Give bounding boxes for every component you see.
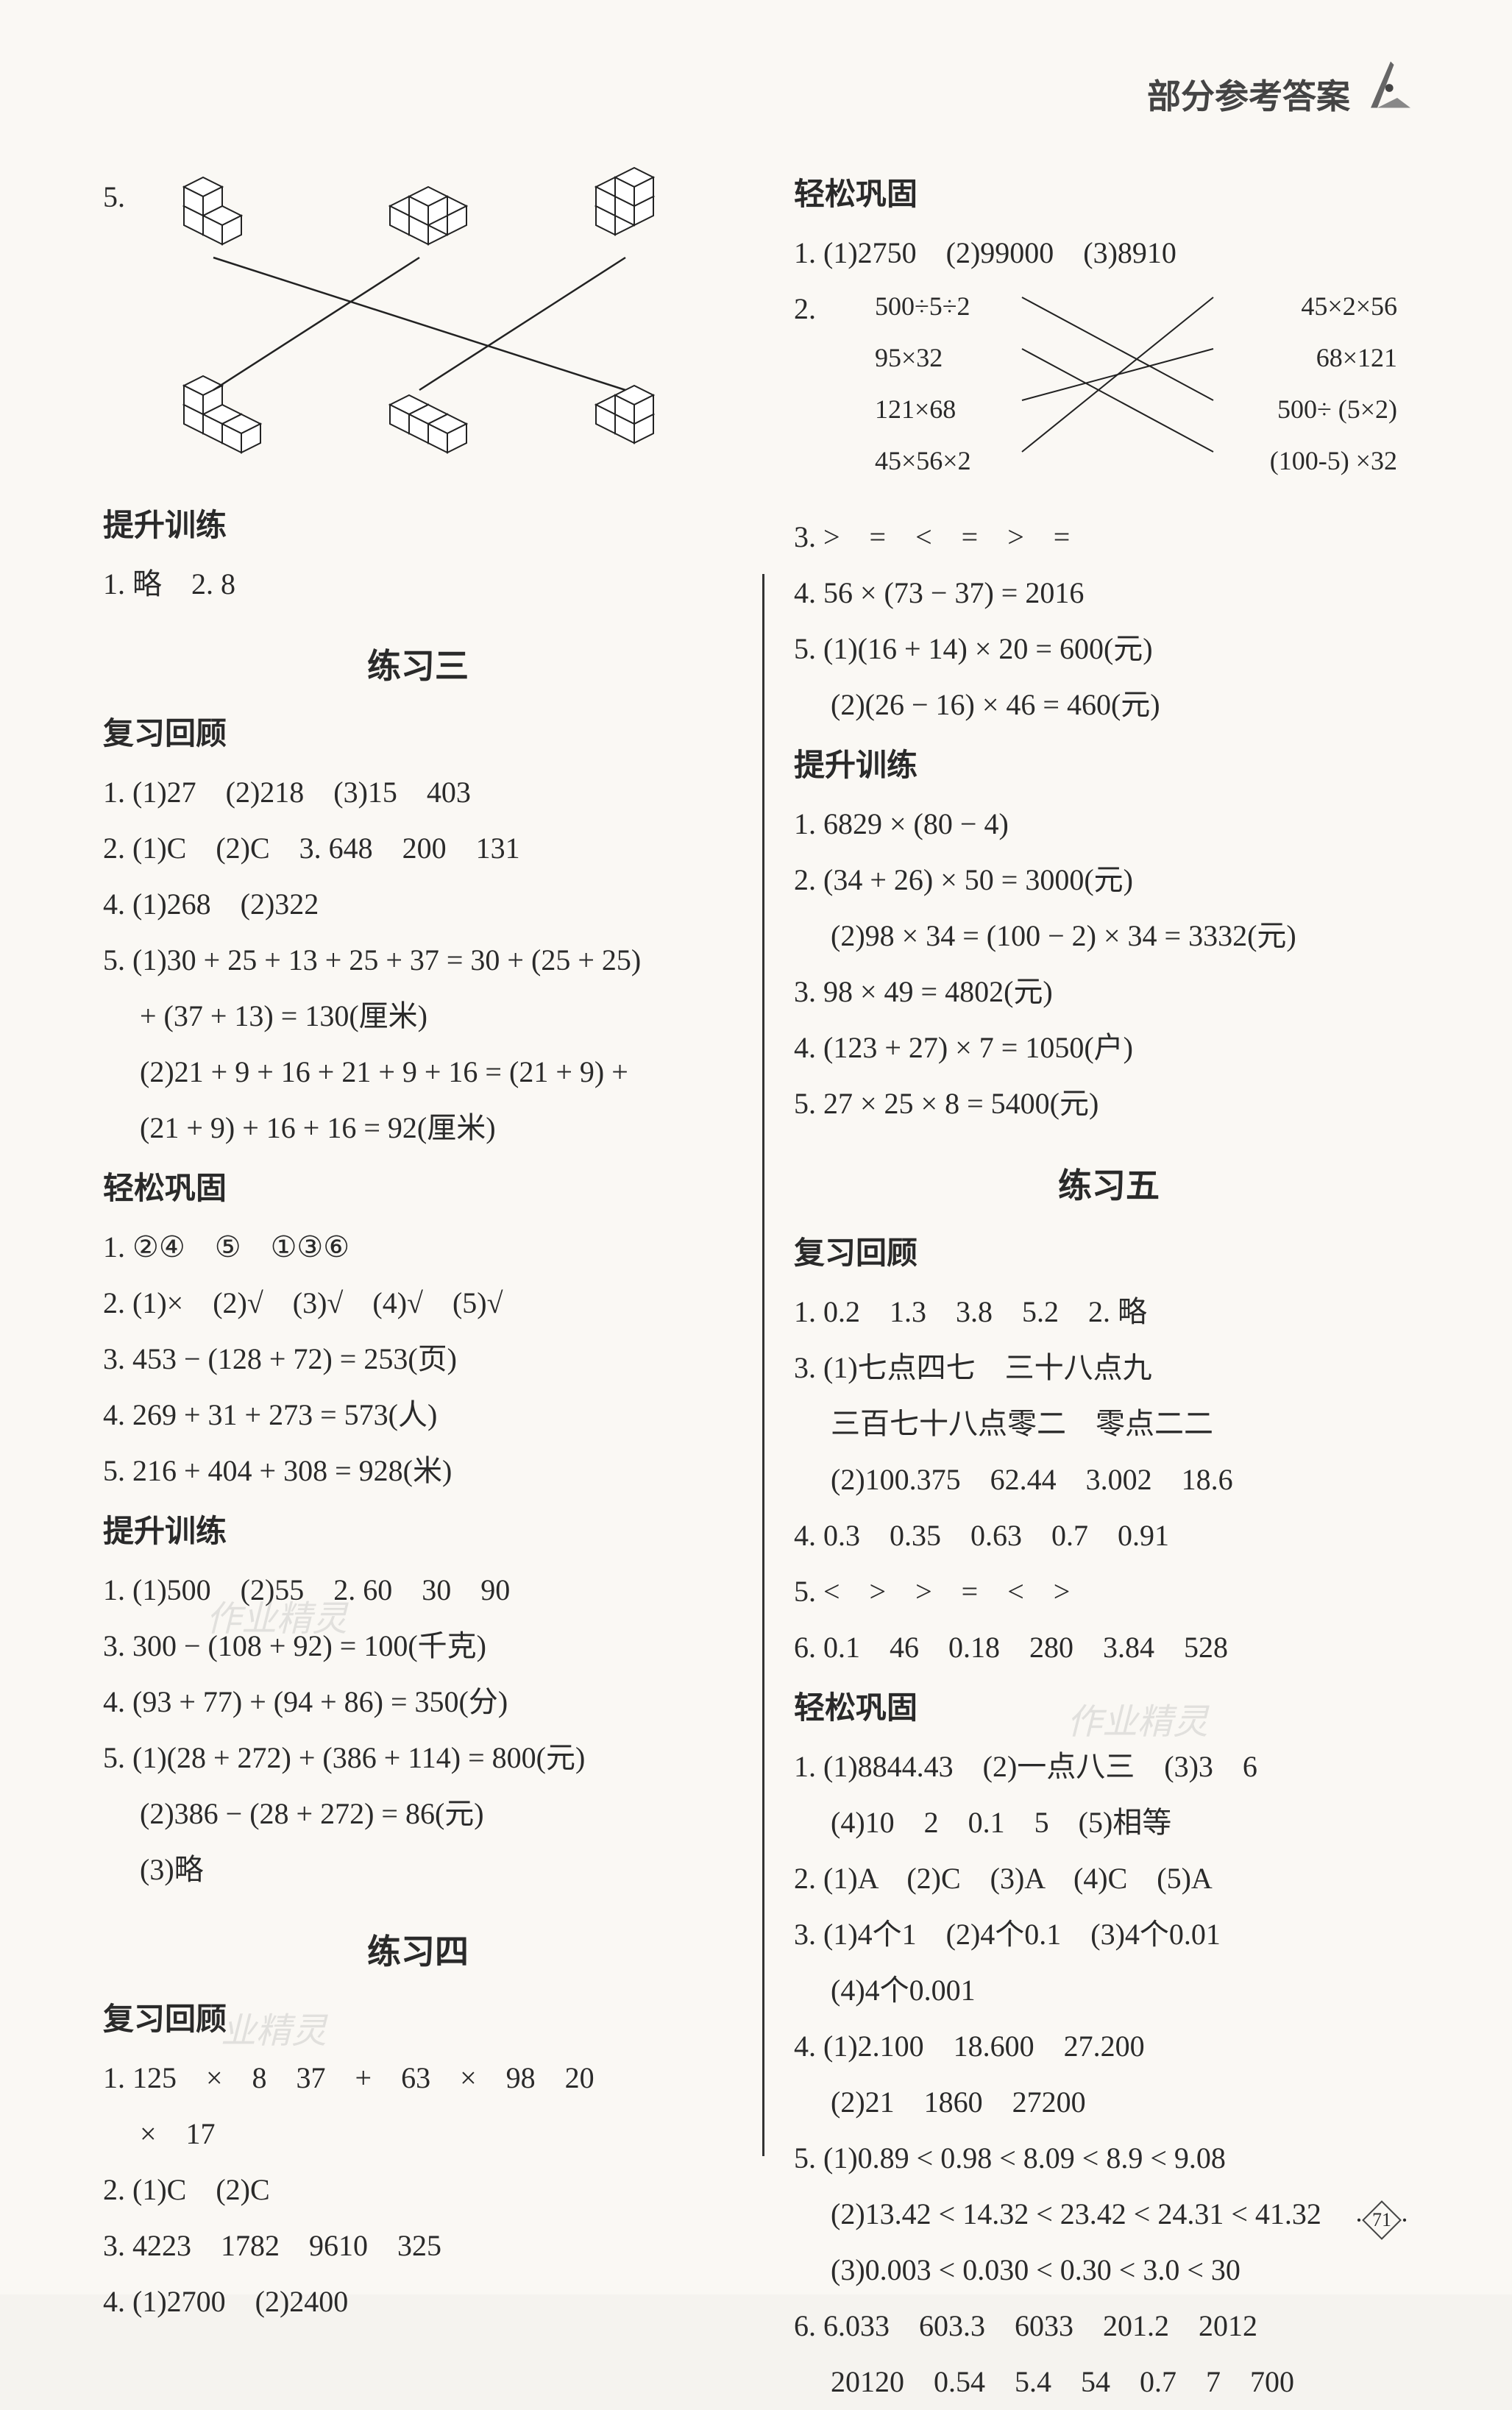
answer-line: 2. (1)A (2)C (3)A (4)C (5)A [794, 1851, 1424, 1907]
expr-left: 500÷5÷2 [875, 281, 970, 331]
expr-row: 45×56×2 (100-5) ×32 [831, 436, 1419, 486]
expr-right: (100-5) ×32 [1270, 436, 1397, 486]
right-column: 轻松巩固 1. (1)2750 (2)99000 (3)8910 2. 500÷… [764, 162, 1424, 2410]
answer-line: 4. 269 + 31 + 273 = 573(人) [103, 1387, 733, 1443]
expr-left: 95×32 [875, 333, 943, 383]
cube-matching-figure [125, 162, 728, 486]
cube-match-svg [125, 162, 728, 486]
answer-line: 3. 4223 1782 9610 325 [103, 2218, 733, 2274]
answer-line: 5. (1)(16 + 14) × 20 = 600(元) [794, 621, 1424, 677]
answer-line: (2)100.375 62.44 3.002 18.6 [794, 1452, 1424, 1508]
answer-line: 2. (34 + 26) × 50 = 3000(元) [794, 852, 1424, 908]
answer-line: 1. 6829 × (80 − 4) [794, 796, 1424, 852]
answer-line: 1. 略 2. 8 [103, 556, 733, 612]
answer-line: 4. (1)2.100 18.600 27.200 [794, 2019, 1424, 2074]
answer-line: 4. 56 × (73 − 37) = 2016 [794, 565, 1424, 621]
expr-right: 68×121 [1316, 333, 1397, 383]
tisheng2-heading: 提升训练 [103, 1503, 733, 1562]
answer-line: 20120 0.54 5.4 54 0.7 7 700 [794, 2354, 1424, 2410]
expr-left: 45×56×2 [875, 436, 971, 486]
qingsong-r-lines: 3. > = < = > =4. 56 × (73 − 37) = 20165.… [794, 509, 1424, 733]
answer-line: (2)(26 − 16) × 46 = 460(元) [794, 677, 1424, 733]
answer-line: 4. 0.3 0.35 0.63 0.7 0.91 [794, 1508, 1424, 1564]
expr-right: 45×2×56 [1301, 281, 1397, 331]
answer-line: 1. (1)8844.43 (2)一点八三 (3)3 6 [794, 1739, 1424, 1795]
answer-line: 4. (93 + 77) + (94 + 86) = 350(分) [103, 1674, 733, 1730]
answer-line: 1. (1)500 (2)55 2. 60 30 90 [103, 1562, 733, 1618]
expr-row: 95×32 68×121 [831, 333, 1419, 383]
fuxi5-lines: 1. 0.2 1.3 3.8 5.2 2. 略3. (1)七点四七 三十八点九 … [794, 1284, 1424, 1676]
expr-right: 500÷ (5×2) [1277, 384, 1397, 434]
answer-line: 2. (1)C (2)C [103, 2162, 733, 2218]
answer-line: (4)10 2 0.1 5 (5)相等 [794, 1795, 1424, 1851]
answer-line: 6. 6.033 603.3 6033 201.2 2012 [794, 2298, 1424, 2354]
left-column: 5. 提升训练 1. 略 2. 8 练习三 复习回顾 1. (1)27 (2)2… [103, 162, 762, 2410]
page: 部分参考答案 5. 提升训练 1. 略 2. 8 练习三 复习回顾 1. (1)… [0, 0, 1512, 2294]
answer-line: 5. (1)30 + 25 + 13 + 25 + 37 = 30 + (25 … [103, 932, 733, 988]
answer-line: 2. (1)× (2)√ (3)√ (4)√ (5)√ [103, 1275, 733, 1331]
qingsong5-lines: 1. (1)8844.43 (2)一点八三 (3)3 6 (4)10 2 0.1… [794, 1739, 1424, 2410]
fuxi4-lines: 1. 125 × 8 37 + 63 × 98 20 × 172. (1)C (… [103, 2050, 733, 2330]
answer-line: 2. (1)C (2)C 3. 648 200 131 [103, 821, 733, 876]
answer-line: (2)386 − (28 + 272) = 86(元) [103, 1786, 733, 1842]
answer-line: 4. (123 + 27) × 7 = 1050(户) [794, 1020, 1424, 1076]
qingsong5-heading: 轻松巩固 [794, 1680, 1424, 1739]
fuxi4-heading: 复习回顾 [103, 1991, 733, 2050]
answer-line: × 17 [103, 2106, 733, 2162]
tisheng-r-heading: 提升训练 [794, 737, 1424, 796]
answer-line: 5. 216 + 404 + 308 = 928(米) [103, 1443, 733, 1499]
answer-line: 1. 0.2 1.3 3.8 5.2 2. 略 [794, 1284, 1424, 1340]
answer-line: 5. (1)0.89 < 0.98 < 8.09 < 8.9 < 9.08 [794, 2130, 1424, 2186]
fuxi-heading: 复习回顾 [103, 706, 733, 765]
q5-label: 5. [103, 162, 125, 225]
answer-line: 3. 300 − (108 + 92) = 100(千克) [103, 1618, 733, 1674]
answer-line: 5. (1)(28 + 272) + (386 + 114) = 800(元) [103, 1730, 733, 1786]
answer-line: (4)4个0.001 [794, 1963, 1424, 2019]
answer-line: 4. (1)268 (2)322 [103, 876, 733, 932]
windsurf-icon [1357, 52, 1424, 118]
answer-line: 2. 500÷5÷245×2×5695×3268×121121×68500÷ (… [794, 281, 1424, 509]
fuxi-lines: 1. (1)27 (2)218 (3)15 4032. (1)C (2)C 3.… [103, 765, 733, 1156]
page-number-value: 71 [1372, 2209, 1391, 2231]
answer-line: 5. < > > = < > [794, 1564, 1424, 1620]
answer-line: 3. 98 × 49 = 4802(元) [794, 964, 1424, 1020]
answer-line: 1. (1)27 (2)218 (3)15 403 [103, 765, 733, 821]
answer-line: 3. (1)4个1 (2)4个0.1 (3)4个0.01 [794, 1907, 1424, 1963]
page-header-title: 部分参考答案 [1147, 70, 1350, 118]
qingsong-r-heading: 轻松巩固 [794, 166, 1424, 225]
expr-left: 121×68 [875, 384, 956, 434]
answer-line: 三百七十八点零二 零点二二 [794, 1396, 1424, 1452]
exercise-5-heading: 练习五 [794, 1154, 1424, 1218]
tisheng-r-lines: 1. 6829 × (80 − 4)2. (34 + 26) × 50 = 30… [794, 796, 1424, 1132]
answer-line: 3. (1)七点四七 三十八点九 [794, 1340, 1424, 1396]
answer-line: (3)0.003 < 0.030 < 0.30 < 3.0 < 30 [794, 2242, 1424, 2298]
tisheng2-lines: 1. (1)500 (2)55 2. 60 30 903. 300 − (108… [103, 1562, 733, 1898]
page-number: · 71 · [1355, 2205, 1409, 2236]
answer-line: 4. (1)2700 (2)2400 [103, 2274, 733, 2330]
answer-line: (2)98 × 34 = (100 − 2) × 34 = 3332(元) [794, 908, 1424, 964]
exercise-3-heading: 练习三 [103, 634, 733, 698]
qingsong-heading: 轻松巩固 [103, 1160, 733, 1219]
answer-line: (2)21 1860 27200 [794, 2074, 1424, 2130]
answer-line: (21 + 9) + 16 + 16 = 92(厘米) [103, 1100, 733, 1156]
expr-row: 500÷5÷2 45×2×56 [831, 281, 1419, 331]
expression-matching-figure: 500÷5÷2 45×2×56 95×32 68×121 121×68 500÷ (5×2… [831, 281, 1419, 509]
answer-line: 1. (1)2750 (2)99000 (3)8910 [794, 225, 1424, 281]
answer-line: (3)略 [103, 1842, 733, 1898]
content-columns: 5. 提升训练 1. 略 2. 8 练习三 复习回顾 1. (1)27 (2)2… [103, 162, 1424, 2410]
answer-line: 6. 0.1 46 0.18 280 3.84 528 [794, 1620, 1424, 1676]
exercise-4-heading: 练习四 [103, 1920, 733, 1984]
answer-line: 1. ②④ ⑤ ①③⑥ [103, 1219, 733, 1275]
answer-line: (2)13.42 < 14.32 < 23.42 < 24.31 < 41.32 [794, 2186, 1424, 2242]
tisheng-heading: 提升训练 [103, 497, 733, 556]
answer-line: + (37 + 13) = 130(厘米) [103, 988, 733, 1044]
fuxi5-heading: 复习回顾 [794, 1225, 1424, 1284]
qingsong-lines: 1. ②④ ⑤ ①③⑥2. (1)× (2)√ (3)√ (4)√ (5)√3.… [103, 1219, 733, 1499]
answer-line: (2)21 + 9 + 16 + 21 + 9 + 16 = (21 + 9) … [103, 1044, 733, 1100]
expr-row: 121×68 500÷ (5×2) [831, 384, 1419, 434]
answer-line: 5. 27 × 25 × 8 = 5400(元) [794, 1076, 1424, 1132]
answer-line: 3. 453 − (128 + 72) = 253(页) [103, 1331, 733, 1387]
answer-line: 1. 125 × 8 37 + 63 × 98 20 [103, 2050, 733, 2106]
